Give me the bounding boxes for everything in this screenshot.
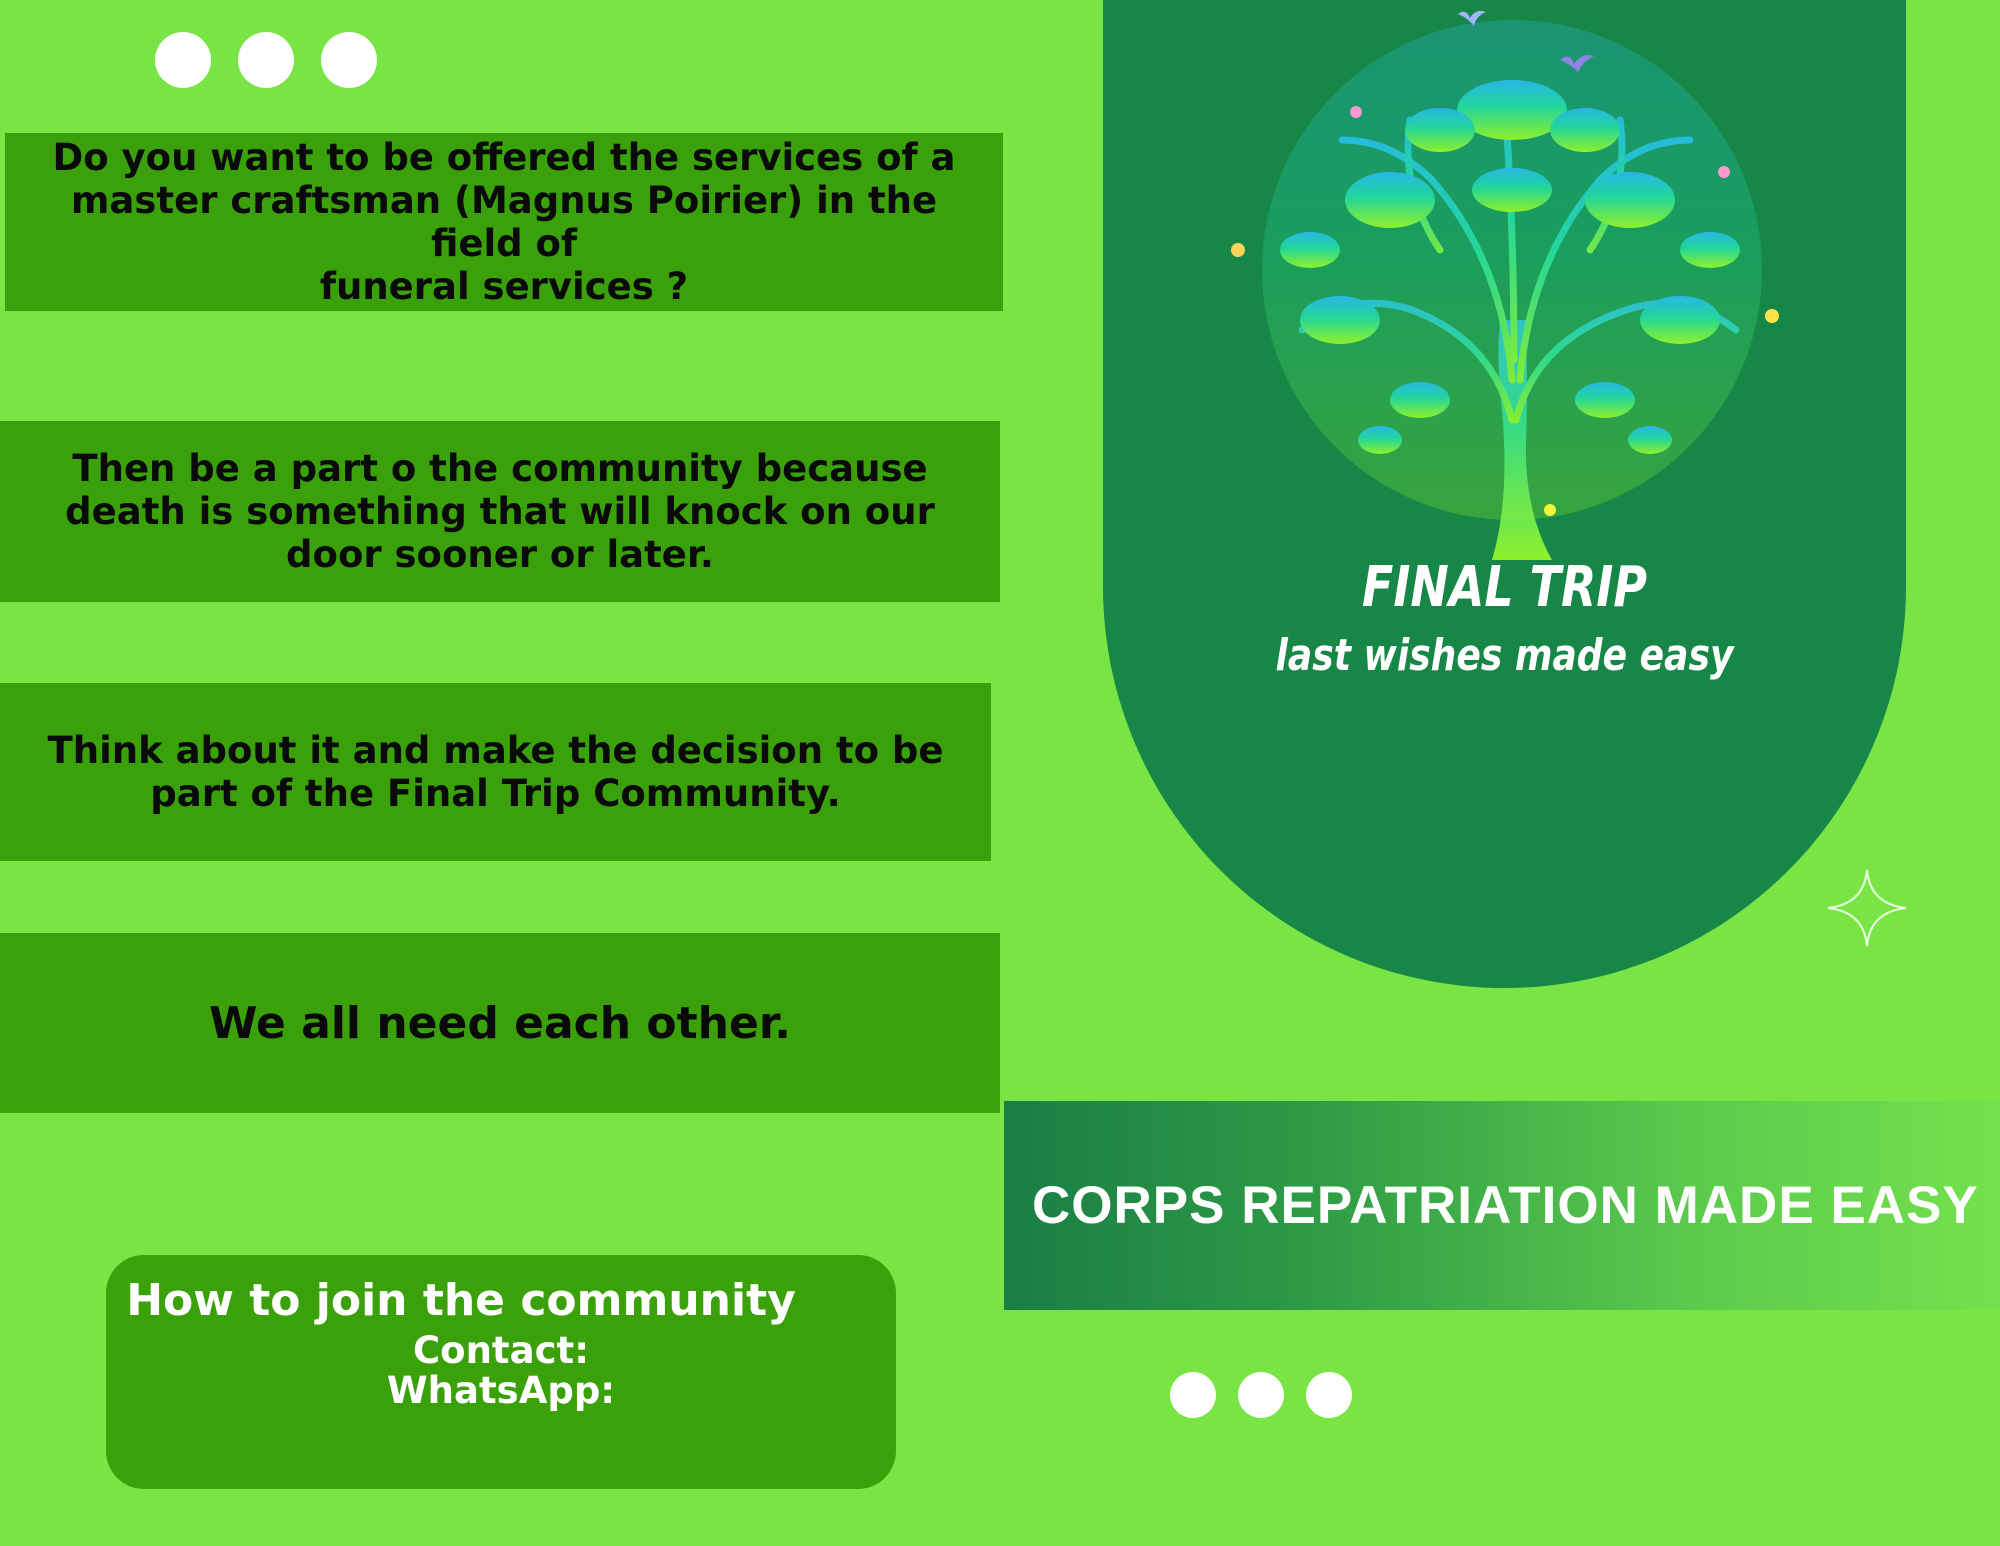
banner-text: CORPS REPATRIATION MADE EASY bbox=[1032, 1176, 1979, 1235]
sparkle-icon bbox=[1827, 869, 1907, 947]
decision-card: Think about it and make the decision to … bbox=[0, 683, 991, 861]
card-line: We all need each other. bbox=[209, 997, 791, 1049]
question-card: Do you want to be offered the services o… bbox=[5, 133, 1003, 311]
decorative-dot bbox=[238, 32, 294, 88]
repatriation-banner: CORPS REPATRIATION MADE EASY bbox=[1004, 1101, 2000, 1310]
decorative-dot bbox=[1238, 1372, 1284, 1418]
contact-label: Contact: bbox=[413, 1329, 589, 1372]
card-line: funeral services ? bbox=[319, 265, 689, 308]
decorative-dot bbox=[1170, 1372, 1216, 1418]
decorative-dot bbox=[1306, 1372, 1352, 1418]
card-line: Then be a part o the community because bbox=[72, 447, 928, 490]
card-line: Think about it and make the decision to … bbox=[47, 729, 944, 772]
card-line: master craftsman (Magnus Poirier) in the… bbox=[70, 179, 938, 265]
card-line: part of the Final Trip Community. bbox=[150, 772, 841, 815]
motto-card: We all need each other. bbox=[0, 933, 1000, 1113]
community-card: Then be a part o the community because d… bbox=[0, 421, 1000, 602]
join-title: How to join the community bbox=[126, 1275, 796, 1326]
contact-info: Contact: WhatsApp: bbox=[106, 1331, 896, 1411]
brand-tagline: last wishes made easy bbox=[1275, 630, 1734, 681]
join-box: How to join the community Contact: Whats… bbox=[106, 1255, 896, 1489]
tree-icon bbox=[1231, 10, 1779, 560]
card-line: death is something that will knock on ou… bbox=[65, 490, 935, 533]
decorative-dot bbox=[321, 32, 377, 88]
card-line: door sooner or later. bbox=[286, 533, 714, 576]
card-line: Do you want to be offered the services o… bbox=[52, 136, 956, 179]
brand-name: FINAL TRIP bbox=[1361, 555, 1648, 620]
whatsapp-label: WhatsApp: bbox=[386, 1369, 616, 1412]
decorative-dot bbox=[155, 32, 211, 88]
